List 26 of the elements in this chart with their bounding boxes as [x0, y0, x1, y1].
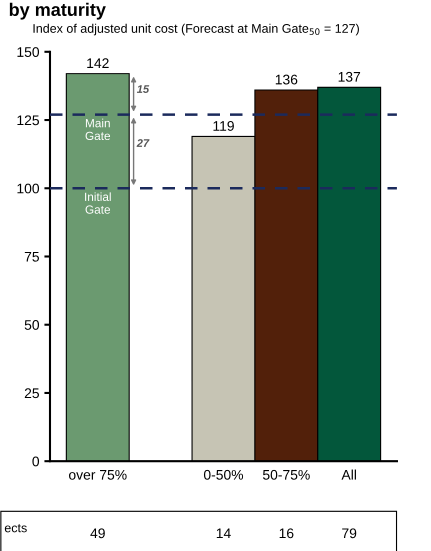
y-tick-label: 75	[24, 252, 39, 262]
x-tick-label: All	[341, 470, 356, 480]
x-tick-label: 50-75%	[262, 470, 310, 480]
annotation: 27	[136, 139, 150, 147]
y-tick-label: 150	[17, 47, 40, 57]
text: 79	[342, 528, 356, 538]
text: ects	[4, 524, 27, 532]
text: 14	[216, 528, 231, 538]
y-tick-label: 50	[24, 320, 40, 330]
ref-line-label: Initial Gate	[85, 192, 111, 214]
y-tick-label: 25	[24, 388, 39, 398]
y-tick-label: 0	[32, 456, 40, 466]
data-label: 136	[276, 74, 298, 84]
x-tick-label: 0-50%	[204, 470, 244, 480]
ref-line-label: Main Gate	[86, 118, 110, 140]
y-tick-label: 125	[17, 115, 39, 126]
data-label: 137	[338, 72, 360, 82]
y-tick-label: 100	[17, 184, 40, 194]
text: 16	[280, 528, 294, 538]
text: 49	[90, 528, 105, 538]
chart-subtitle: Index of adjusted unit cost (Forecast at Main Gate$_{50}$ = 127)	[33, 24, 359, 36]
annotation: 15	[136, 85, 150, 93]
data-label: 119	[213, 121, 234, 131]
chart-title: by maturity	[10, 2, 106, 20]
x-tick-label: over 75%	[69, 470, 127, 480]
data-label: 142	[87, 58, 109, 68]
